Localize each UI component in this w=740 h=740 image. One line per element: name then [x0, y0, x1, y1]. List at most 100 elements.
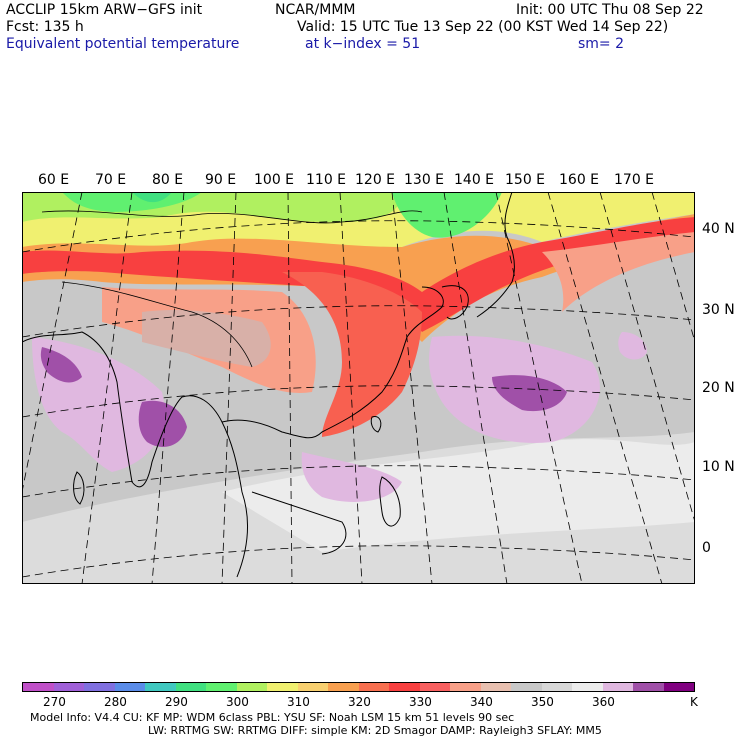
organization-label: NCAR/MMM — [275, 2, 356, 18]
colorbar-tick: 360 — [592, 695, 615, 709]
colorbar-swatch — [297, 683, 328, 691]
colorbar-tick: 280 — [104, 695, 127, 709]
colorbar-swatch — [206, 683, 237, 691]
graticule-lat — [22, 545, 695, 578]
lat-label: 30 N — [702, 302, 735, 318]
colorbar-swatch — [419, 683, 450, 691]
graticule-lon — [599, 192, 695, 523]
lon-label: 130 E — [404, 172, 445, 188]
east-asia-coastline — [221, 286, 444, 439]
colorbar-tick: 330 — [409, 695, 432, 709]
graticule-lat — [22, 465, 695, 498]
colorbar-tick: 300 — [226, 695, 249, 709]
lon-label: 70 E — [95, 172, 127, 188]
himalaya-borders — [61, 281, 253, 368]
graticule-lon — [495, 192, 583, 584]
colorbar-swatch — [633, 683, 664, 691]
colorbar-swatch — [53, 683, 84, 691]
field-name: Equivalent potential temperature — [6, 36, 240, 52]
south-asia-coastline — [22, 331, 248, 578]
physics-info-line: LW: RRTMG SW: RRTMG DIFF: simple KM: 2D … — [148, 724, 602, 737]
lon-label: 160 E — [559, 172, 600, 188]
graticule-lon — [443, 192, 508, 584]
colorbar-tick: 310 — [287, 695, 310, 709]
graticule-lon — [547, 192, 663, 584]
colorbar-swatch — [511, 683, 542, 691]
colorbar-swatch — [23, 683, 54, 691]
lon-label: 170 E — [614, 172, 655, 188]
theta-e-map — [22, 192, 695, 584]
lat-label: 10 N — [702, 459, 735, 475]
colorbar-swatch — [236, 683, 267, 691]
colorbar-swatch — [572, 683, 603, 691]
forecast-hour: Fcst: 135 h — [6, 19, 84, 35]
pacific-warm-streak — [542, 232, 695, 312]
borneo-coastline — [251, 491, 347, 555]
philippines-lavender — [301, 452, 402, 502]
lon-label: 90 E — [205, 172, 237, 188]
lon-label: 150 E — [505, 172, 546, 188]
taiwan-outline — [370, 415, 382, 433]
graticule-lat — [22, 385, 695, 418]
model-title: ACCLIP 15km ARW−GFS init — [6, 2, 203, 18]
graticule-lon — [391, 192, 433, 584]
tropical-light-patch — [222, 439, 695, 552]
lon-label: 80 E — [152, 172, 184, 188]
tibet-core — [142, 310, 271, 367]
philippines-outline — [379, 476, 401, 527]
graticule-lon — [81, 192, 133, 584]
graticule-lon — [651, 192, 695, 343]
colorbar-swatch — [267, 683, 298, 691]
lat-label: 40 N — [702, 221, 735, 237]
colorbar-swatch — [84, 683, 115, 691]
graticule-lon — [22, 192, 83, 493]
colorbar-swatch — [114, 683, 145, 691]
colorbar-swatch — [450, 683, 481, 691]
graticule-lat — [22, 305, 695, 338]
colorbar-swatch — [145, 683, 176, 691]
lat-label: 0 — [702, 540, 711, 556]
lon-label: 60 E — [38, 172, 70, 188]
colorbar-tick: 350 — [531, 695, 554, 709]
north-teal-patch — [132, 192, 172, 203]
colorbar-swatch — [358, 683, 389, 691]
northern-borders — [41, 210, 423, 224]
colorbar-tick: 290 — [165, 695, 188, 709]
graticule-lon — [221, 192, 237, 584]
colorbar-tick: 340 — [470, 695, 493, 709]
typhoon-purple — [492, 375, 567, 412]
graticule-lon — [151, 192, 185, 584]
china-warm-tongue — [282, 272, 422, 437]
colorbar-swatch — [480, 683, 511, 691]
valid-time: Valid: 15 UTC Tue 13 Sep 22 (00 KST Wed … — [297, 19, 669, 35]
japan-coastline — [476, 192, 515, 318]
graticule-lon — [287, 192, 293, 584]
colorbar — [22, 682, 695, 692]
colorbar-tick: 320 — [348, 695, 371, 709]
colorbar-swatch — [389, 683, 420, 691]
bay-of-bengal-purple — [138, 400, 187, 447]
colorbar-swatch — [541, 683, 572, 691]
map-frame — [22, 192, 695, 584]
sri-lanka-outline — [73, 471, 85, 505]
arabian-sea-purple — [40, 347, 82, 383]
model-info-line: Model Info: V4.4 CU: KF MP: WDM 6class P… — [30, 711, 515, 724]
lon-label: 120 E — [355, 172, 396, 188]
graticule-lat — [22, 220, 695, 253]
colorbar-unit: K — [690, 695, 698, 709]
colorbar-swatch — [328, 683, 359, 691]
typhoon-eye-lavender — [618, 332, 647, 360]
north-green-patch — [392, 192, 502, 238]
colorbar-swatch — [663, 683, 694, 691]
lon-label: 140 E — [454, 172, 495, 188]
north-bright-green — [62, 192, 202, 212]
colorbar-swatch — [602, 683, 633, 691]
init-time: Init: 00 UTC Thu 08 Sep 22 — [516, 2, 704, 18]
colorbar-tick: 270 — [43, 695, 66, 709]
lat-label: 20 N — [702, 380, 735, 396]
red-band — [22, 217, 695, 332]
smoothing-label: sm= 2 — [578, 36, 625, 52]
level-index: at k−index = 51 — [305, 36, 421, 52]
lon-label: 110 E — [306, 172, 347, 188]
graticule-lon — [339, 192, 363, 584]
